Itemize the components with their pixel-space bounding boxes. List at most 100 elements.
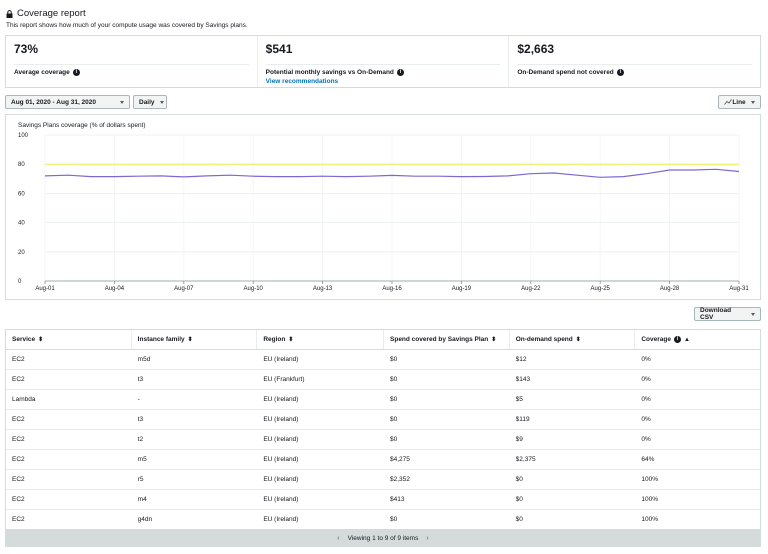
ondemand-spend-cell: $9: [515, 436, 523, 443]
instance-family-cell: t3: [137, 376, 144, 383]
column-header-spend-covered[interactable]: Spend covered by Savings Plan ⬍: [384, 330, 510, 349]
instance-family-cell: m4: [137, 496, 147, 503]
coverage-line-chart: 0 20 40 60 80 100 Aug-01 Aug-04 Aug-07 Aug-10 Aug-…: [18, 133, 749, 292]
service-cell: Lambda: [12, 396, 36, 403]
spend-covered-cell: $4,275: [390, 456, 410, 463]
coverage-cell: 0%: [641, 416, 651, 423]
service-cell: EC2: [12, 516, 25, 523]
caret-down-icon: [120, 100, 124, 104]
coverage-cell: 0%: [641, 376, 651, 383]
info-icon[interactable]: i: [396, 69, 404, 76]
region-cell: EU (Ireland): [263, 416, 299, 423]
table-row: EC2 t3 EU (Frankfurt) $0 $143 0%: [6, 370, 760, 390]
column-header-ondemand-spend[interactable]: On-demand spend ⬍: [510, 330, 636, 349]
ondemand-spend-cell: $119: [515, 416, 530, 423]
line-chart-icon: [724, 99, 732, 105]
chart-type-dropdown[interactable]: Line: [718, 95, 761, 109]
date-range-dropdown[interactable]: Aug 01, 2020 - Aug 31, 2020: [5, 95, 130, 109]
info-icon[interactable]: i: [72, 69, 80, 76]
summary-card-potential-savings: $541 Potential monthly savings vs On-Dem…: [258, 36, 510, 87]
x-tick-label: Aug-07: [174, 286, 194, 292]
region-cell: EU (Ireland): [263, 396, 299, 403]
card-divider: [517, 64, 753, 65]
x-tick-label: Aug-28: [660, 286, 680, 292]
ondemand-spend-cell: $0: [515, 496, 523, 503]
report-header: Coverage report This report shows how mu…: [6, 8, 248, 29]
coverage-cell: 0%: [641, 396, 651, 403]
table-row: Lambda - EU (Ireland) $0 $5 0%: [6, 390, 760, 410]
chart-title: Savings Plans coverage (% of dollars spe…: [18, 122, 146, 129]
pagination-bar: ‹ Viewing 1 to 9 of 9 items ›: [5, 529, 761, 547]
average-coverage-label: Average coverage: [14, 69, 70, 76]
y-tick-label: 100: [18, 133, 29, 139]
ondemand-spend-cell: $0: [515, 476, 523, 483]
y-tick-label: 80: [18, 162, 25, 168]
info-icon[interactable]: i: [673, 336, 681, 343]
spend-covered-cell: $0: [390, 376, 398, 383]
service-cell: EC2: [12, 436, 25, 443]
y-tick-label: 0: [18, 279, 22, 285]
ondemand-spend-cell: $5: [515, 396, 523, 403]
column-header-region[interactable]: Region ⬍: [257, 330, 385, 349]
page-title: Coverage report: [17, 8, 86, 19]
spend-covered-cell: $0: [390, 356, 398, 363]
y-tick-label: 40: [18, 221, 25, 227]
ondemand-spend-cell: $12: [515, 356, 527, 363]
service-cell: EC2: [12, 476, 25, 483]
x-tick-label: Aug-25: [591, 286, 611, 292]
view-recommendations-link[interactable]: View recommendations: [265, 78, 339, 85]
page-subtitle: This report shows how much of your compu…: [6, 22, 248, 29]
region-cell: EU (Ireland): [263, 496, 299, 503]
x-tick-label: Aug-31: [729, 286, 749, 292]
table-row: EC2 m5d EU (Ireland) $0 $12 0%: [6, 350, 760, 370]
coverage-cell: 64%: [641, 456, 655, 463]
summary-card-ondemand-spend: $2,663 On-Demand spend not covered i: [509, 36, 760, 87]
granularity-dropdown[interactable]: Daily: [133, 95, 167, 109]
x-tick-label: Aug-01: [35, 286, 55, 292]
region-cell: EU (Ireland): [263, 436, 299, 443]
granularity-value: Daily: [139, 98, 155, 106]
coverage-cell: 0%: [641, 356, 651, 363]
info-icon[interactable]: i: [616, 69, 624, 76]
y-tick-label: 20: [18, 250, 25, 256]
column-header-coverage[interactable]: Coverage i ▲: [641, 336, 690, 343]
coverage-cell: 100%: [641, 516, 658, 523]
column-header-instance-family[interactable]: Instance family ⬍: [132, 330, 258, 349]
table-row: EC2 r5 EU (Ireland) $2,352 $0 100%: [6, 470, 760, 490]
region-cell: EU (Ireland): [263, 456, 299, 463]
caret-down-icon: [159, 100, 164, 104]
sort-icon: ⬍: [38, 337, 44, 343]
table-row: EC2 t3 EU (Ireland) $0 $119 0%: [6, 410, 760, 430]
spend-covered-cell: $0: [390, 516, 398, 523]
table-row: EC2 t2 EU (Ireland) $0 $9 0%: [6, 430, 760, 450]
ondemand-spend-value: $2,663: [517, 42, 555, 56]
region-cell: EU (Frankfurt): [263, 376, 305, 383]
ondemand-spend-cell: $2,375: [515, 456, 536, 463]
card-divider: [14, 64, 249, 65]
spend-covered-cell: $0: [390, 396, 398, 403]
coverage-series-line: [44, 168, 740, 178]
instance-family-cell: m5: [137, 456, 147, 463]
date-range-value: Aug 01, 2020 - Aug 31, 2020: [11, 98, 97, 106]
service-cell: EC2: [12, 376, 25, 383]
sort-icon: ⬍: [187, 337, 193, 343]
column-header-service[interactable]: Service ⬍: [6, 330, 132, 349]
instance-family-cell: t2: [137, 436, 144, 443]
next-page-icon[interactable]: ›: [426, 534, 429, 542]
instance-family-cell: -: [137, 396, 140, 403]
y-tick-label: 60: [18, 191, 25, 197]
x-tick-label: Aug-16: [382, 286, 402, 292]
x-tick-label: Aug-04: [105, 286, 125, 292]
instance-family-cell: r5: [137, 476, 144, 483]
average-coverage-value: 73%: [14, 42, 39, 56]
ondemand-spend-label: On-Demand spend not covered: [517, 69, 614, 76]
coverage-chart-panel: Savings Plans coverage (% of dollars spe…: [5, 114, 761, 300]
sort-icon: ⬍: [575, 337, 581, 343]
caret-down-icon: [751, 100, 755, 104]
region-cell: EU (Ireland): [263, 476, 299, 483]
summary-card-average-coverage: 73% Average coverage i: [6, 36, 258, 87]
x-tick-label: Aug-13: [313, 286, 333, 292]
previous-page-icon[interactable]: ‹: [337, 534, 340, 542]
pagination-text: Viewing 1 to 9 of 9 items: [347, 534, 419, 542]
download-csv-button[interactable]: Download CSV: [694, 307, 761, 321]
